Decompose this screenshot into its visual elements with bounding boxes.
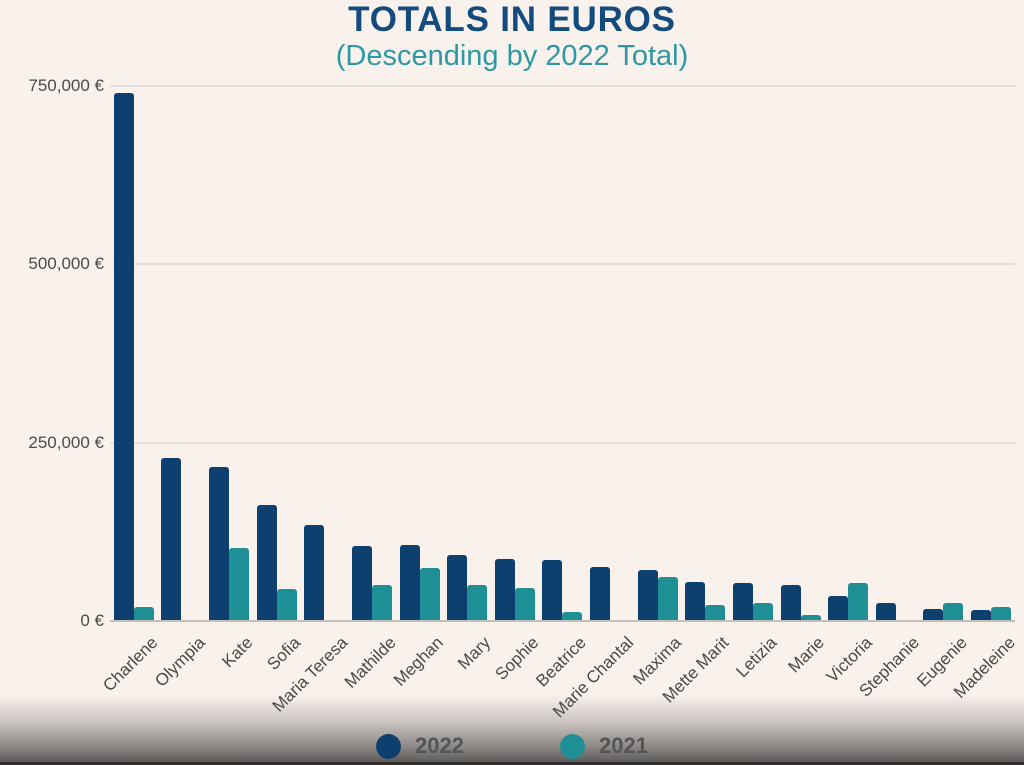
page-title: TOTALS IN EUROS [348,0,676,39]
legend-label-2022: 2022 [415,733,464,758]
legend-item-2022: 2022 [376,733,464,759]
bar-2022 [971,609,992,621]
bar-group: Sophie [491,86,542,684]
bar-2022 [923,608,944,621]
bar-2021 [800,614,821,621]
bar-group: Victoria [822,86,876,686]
y-axis-tick-label: 500,000 € [28,254,104,274]
bar-2021 [467,584,488,621]
bar-2022 [209,466,230,621]
x-axis-label: Charlene [99,633,162,696]
bar-2021 [514,587,535,621]
bar-2021 [562,611,583,621]
bar-2022 [447,555,468,621]
x-axis-label: Kate [218,633,257,672]
legend-swatch-2022-icon [376,733,402,759]
bar-group: Stephanie [856,86,923,701]
bar-2022 [113,93,134,621]
bar-2021 [276,588,297,621]
bar-2022 [590,566,611,621]
gridline [110,263,1015,266]
bar-2021 [848,582,869,621]
bars-row: Charlene Olympia Kate Sofia Maria Teresa Math… [99,86,1018,721]
legend: 2022 2021 [0,733,1024,759]
bar-2021 [657,576,678,621]
bar-group: Marie [777,86,828,676]
bar-2021 [991,606,1012,621]
bar-2022 [304,525,325,621]
x-axis-label: Letizia [732,633,781,682]
x-axis-label: Mathilde [340,633,400,692]
bar-group: Marie Chantal [549,86,637,721]
x-axis-label: Olympia [151,633,209,691]
bar-group: Meghan [390,86,447,690]
bar-2022 [256,504,277,621]
bar-2021 [229,548,250,621]
bar-2022 [780,584,801,621]
bar-2021 [943,602,964,621]
x-axis-label: Meghan [390,633,447,690]
bar-group: Mathilde [340,86,399,692]
bar-2022 [637,570,658,621]
bar-2022 [828,596,849,621]
gridline [110,441,1015,444]
bar-2021 [133,607,154,621]
bar-2022 [351,546,372,621]
bar-group: Madeleine [950,86,1018,702]
x-axis-label: Marie [784,633,828,677]
bar-group: Mette Marit [659,86,733,707]
chart-header: TOTALS IN EUROS (Descending by 2022 Tota… [0,0,1024,72]
bar-2021 [419,568,440,621]
y-axis-tick-label: 0 € [80,611,104,630]
bar-2022 [685,581,706,621]
bar-group: Charlene [99,86,161,695]
page-subtitle: (Descending by 2022 Total) [335,39,689,72]
gridline [110,85,1015,87]
bar-group: Kate [205,86,256,671]
bar-group: Mary [443,86,495,673]
bar-2022 [494,558,515,621]
bar-2021 [752,603,773,621]
bar-group: Maxima [630,86,685,689]
legend-item-2021: 2021 [560,733,648,759]
bar-group: Sofia [253,86,304,674]
x-axis-label: Sofia [263,633,305,674]
y-axis-tick-label: 250,000 € [28,432,104,452]
x-axis-baseline [110,620,1015,622]
bar-2021 [371,585,392,621]
bar-2022 [875,602,896,621]
bar-group: Beatrice [532,86,590,691]
y-axis-tick-label: 750,000 € [28,76,104,95]
legend-swatch-2021-icon [560,733,585,759]
bar-2022 [542,559,563,621]
x-axis-label: Mary [454,633,495,674]
bar-group: Maria Teresa [269,86,352,716]
bar-2022 [161,457,182,621]
bar-2022 [732,583,753,621]
bar-group: Olympia [151,86,209,691]
bar-2022 [399,544,420,621]
bar-group: Eugenie [913,86,971,691]
bar-2021 [705,604,726,621]
legend-label-2021: 2021 [599,733,648,758]
bar-group: Letizia [729,86,780,681]
